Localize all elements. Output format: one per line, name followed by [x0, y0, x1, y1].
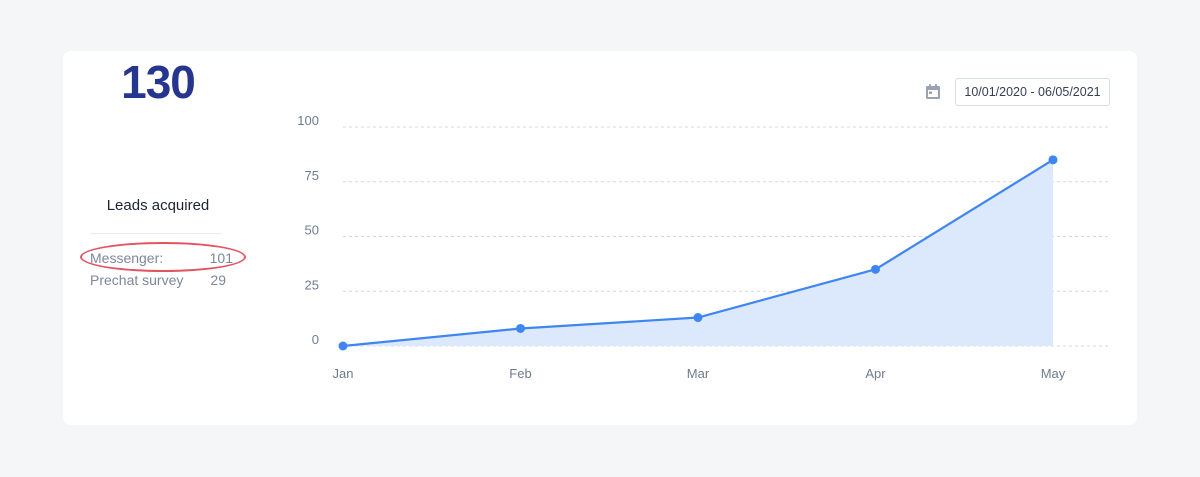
- summary-divider: [90, 233, 221, 234]
- x-tick-label: May: [1041, 366, 1066, 381]
- leads-card: 130 Leads acquired Messenger: 101 Precha…: [63, 51, 1137, 425]
- x-tick-label: Apr: [865, 366, 886, 381]
- highlight-ellipse: [80, 242, 246, 272]
- leads-total: 130: [121, 56, 196, 108]
- y-tick-label: 0: [312, 332, 319, 347]
- data-point: [516, 323, 525, 333]
- calendar-icon[interactable]: [925, 83, 941, 100]
- date-range-input[interactable]: [955, 78, 1110, 106]
- series-area: [343, 159, 1053, 346]
- y-tick-label: 25: [305, 277, 319, 292]
- y-tick-label: 75: [305, 168, 319, 183]
- y-tick-label: 50: [305, 223, 319, 238]
- data-point: [693, 313, 703, 323]
- data-point: [871, 264, 880, 274]
- data-point: [338, 341, 348, 351]
- breakdown-value: 29: [210, 272, 226, 288]
- x-tick-label: Jan: [333, 366, 354, 381]
- y-tick-label: 100: [297, 113, 319, 128]
- data-point: [1048, 155, 1058, 165]
- breakdown-label: Prechat survey: [90, 272, 184, 288]
- leads-line-chart: 0 25 50 75 100 Jan Feb Mar Apr May: [297, 113, 1111, 381]
- leads-total-label: Leads acquired: [106, 197, 210, 214]
- x-tick-label: Mar: [687, 366, 710, 381]
- x-tick-label: Feb: [509, 366, 531, 381]
